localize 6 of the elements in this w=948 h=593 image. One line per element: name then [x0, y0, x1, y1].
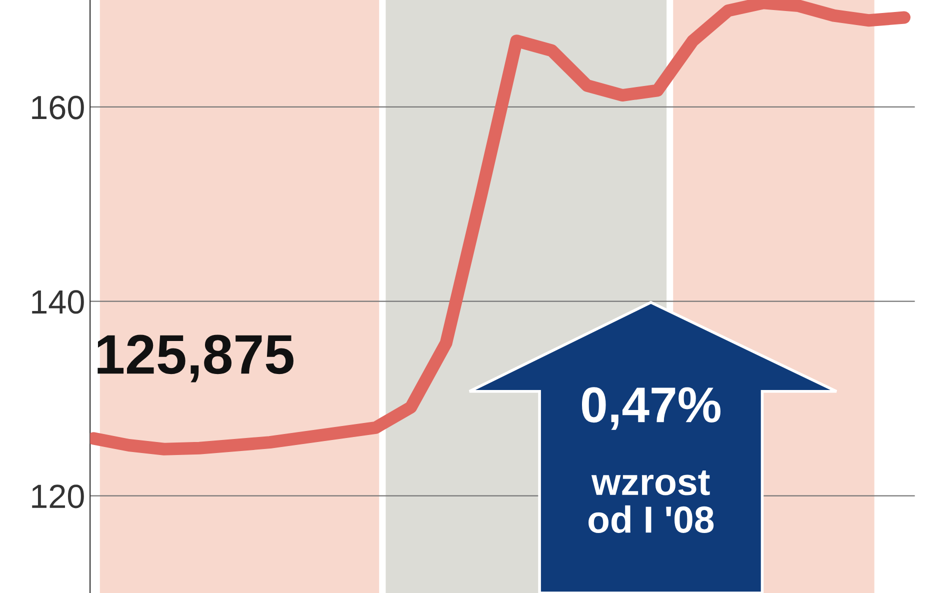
y-tick-label: 120: [32, 484, 84, 508]
annotation: wzrost od I '08: [588, 470, 714, 533]
y-tick-label: 160: [32, 96, 84, 120]
y-tick-label: 140: [32, 290, 84, 314]
annotation: 125,875: [98, 334, 294, 382]
annotation: 0,47%: [582, 387, 720, 430]
